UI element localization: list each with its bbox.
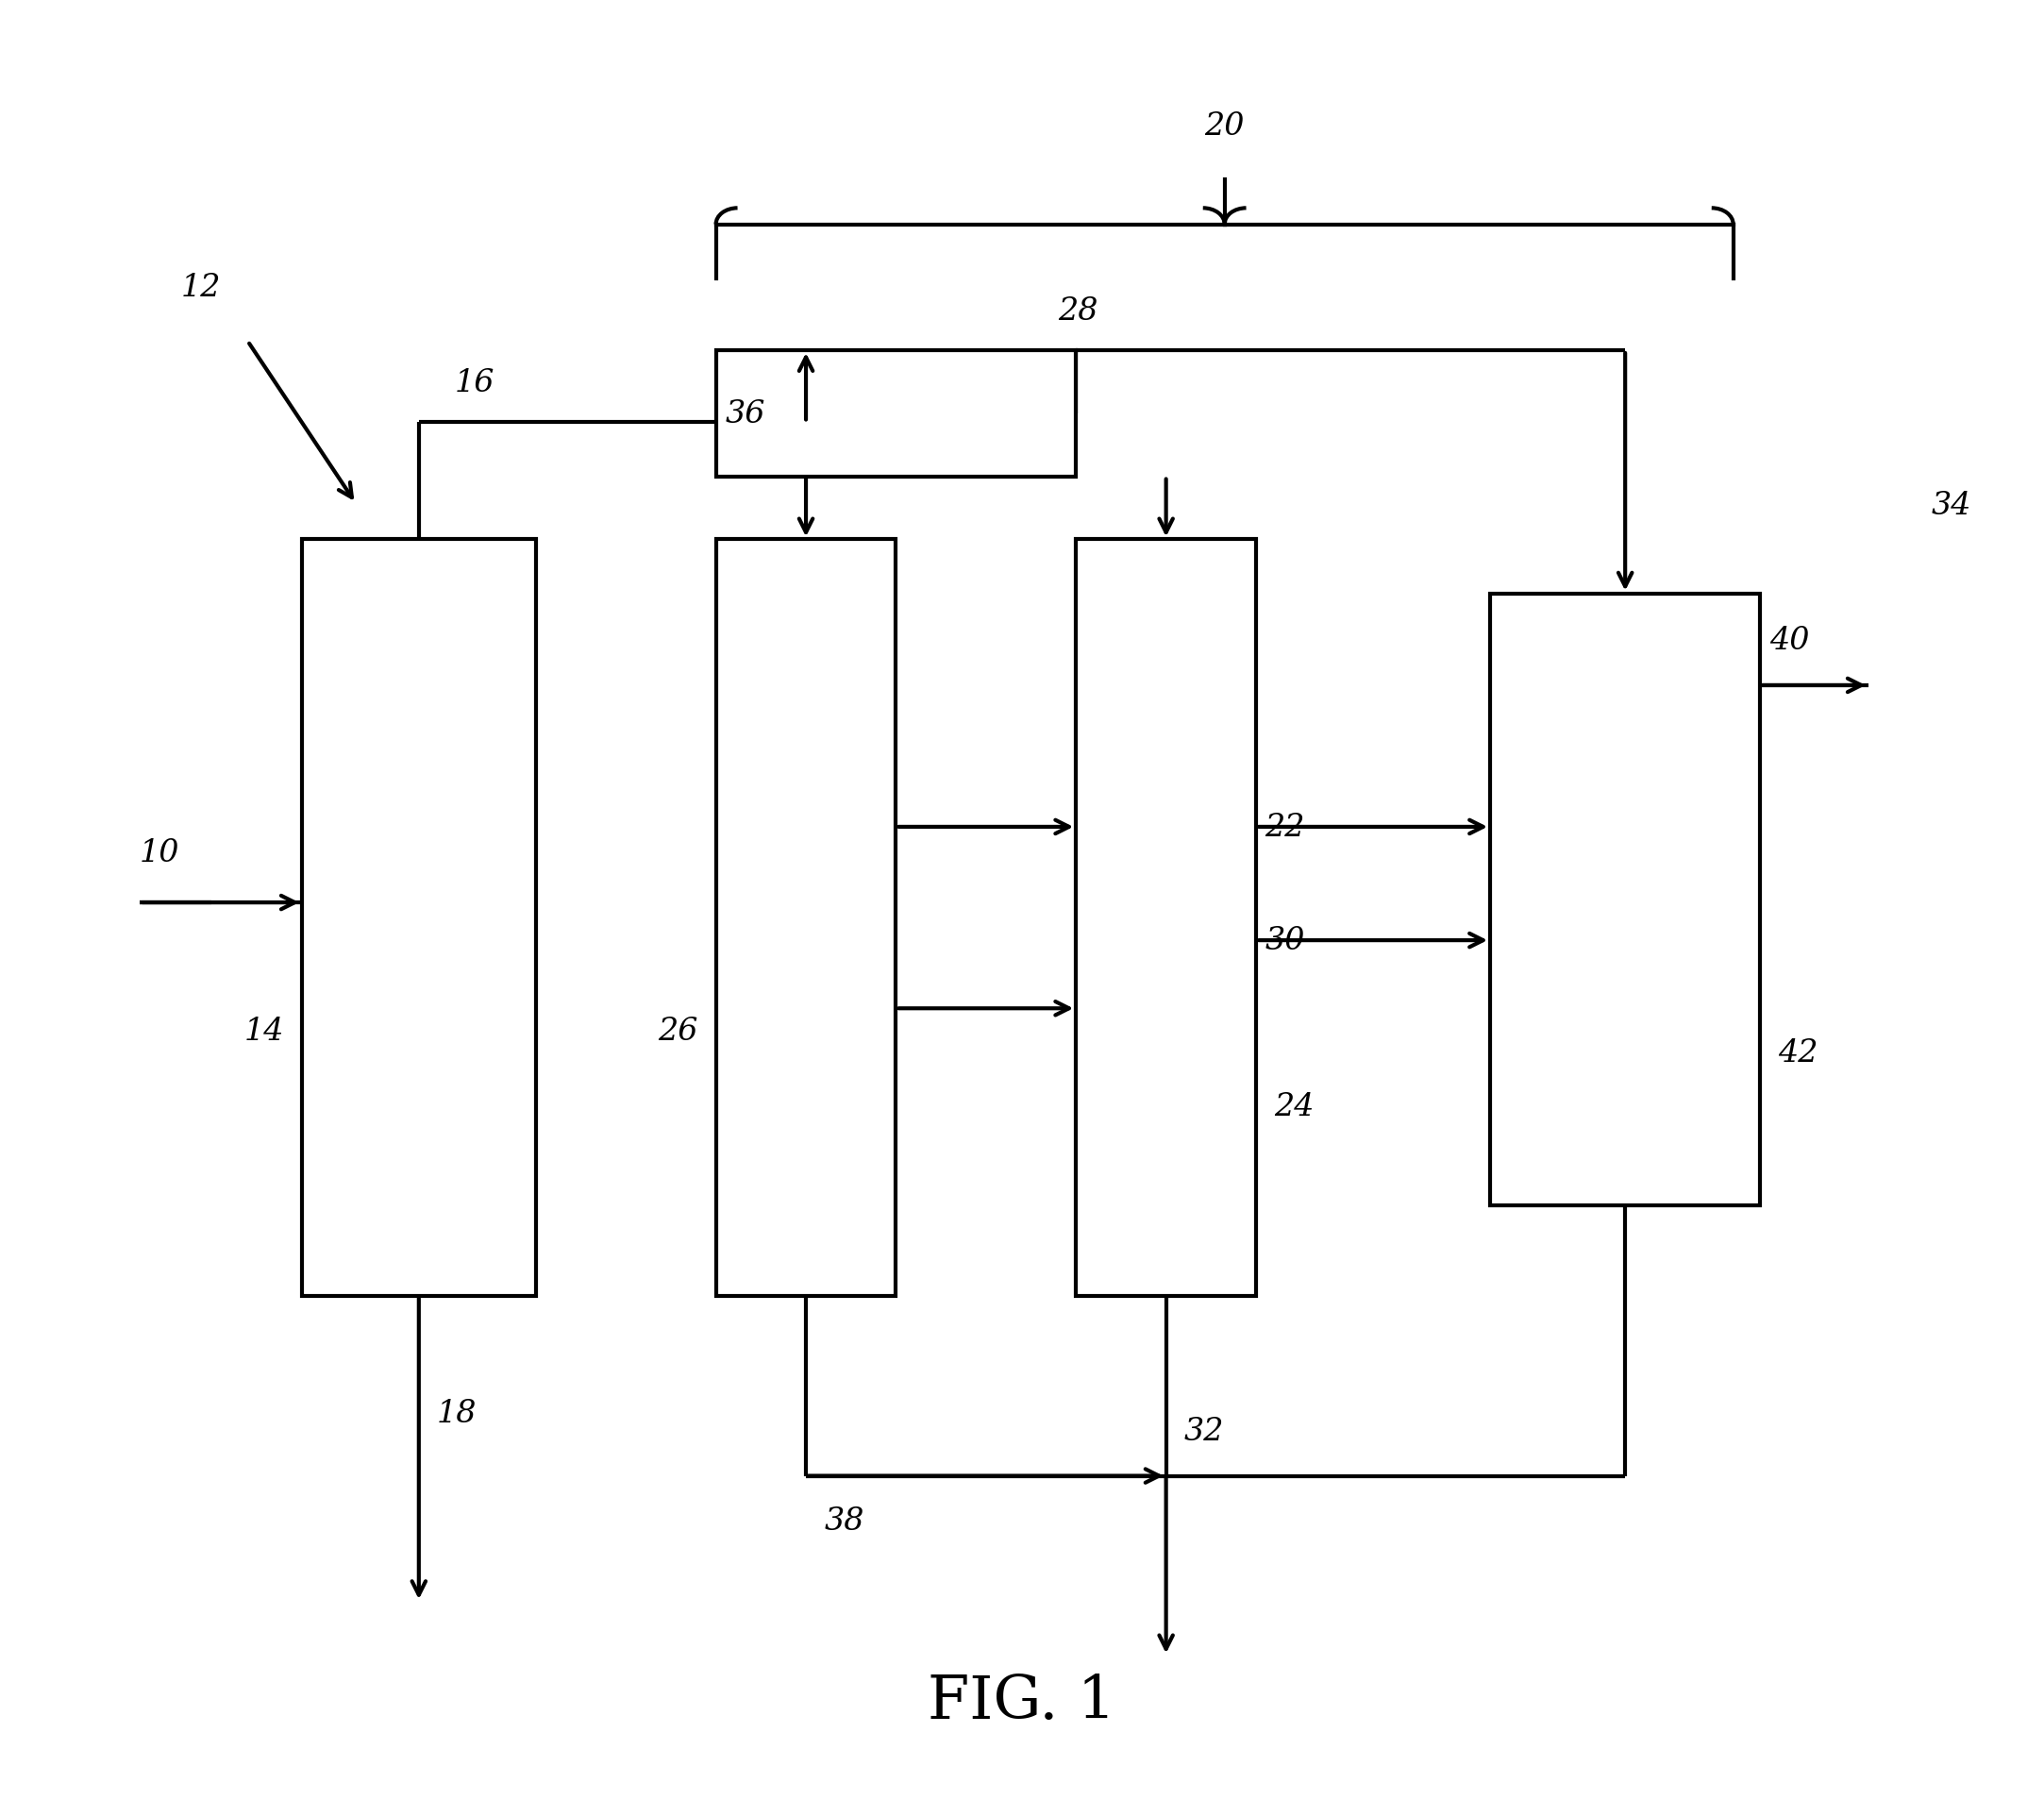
Text: 22: 22 bbox=[1265, 812, 1306, 842]
Text: 24: 24 bbox=[1273, 1093, 1314, 1121]
Bar bbox=[303, 540, 536, 1296]
Text: FIG. 1: FIG. 1 bbox=[928, 1672, 1116, 1730]
Text: 26: 26 bbox=[658, 1017, 697, 1046]
Text: 40: 40 bbox=[1770, 626, 1809, 655]
Text: 32: 32 bbox=[1183, 1417, 1224, 1445]
Bar bbox=[1075, 540, 1257, 1296]
Text: 42: 42 bbox=[1778, 1039, 1819, 1067]
Text: 12: 12 bbox=[180, 274, 221, 302]
Text: 14: 14 bbox=[243, 1017, 284, 1046]
Text: 28: 28 bbox=[1059, 297, 1098, 326]
Bar bbox=[715, 540, 895, 1296]
Text: 36: 36 bbox=[726, 400, 764, 428]
Bar bbox=[1490, 594, 1760, 1206]
Text: 34: 34 bbox=[1932, 491, 1970, 520]
Text: 30: 30 bbox=[1265, 925, 1306, 956]
Text: 10: 10 bbox=[139, 837, 180, 868]
Text: 16: 16 bbox=[456, 369, 495, 398]
Bar bbox=[715, 351, 1075, 477]
Text: 38: 38 bbox=[824, 1507, 865, 1535]
Text: 18: 18 bbox=[437, 1399, 476, 1427]
Text: 20: 20 bbox=[1204, 112, 1245, 140]
